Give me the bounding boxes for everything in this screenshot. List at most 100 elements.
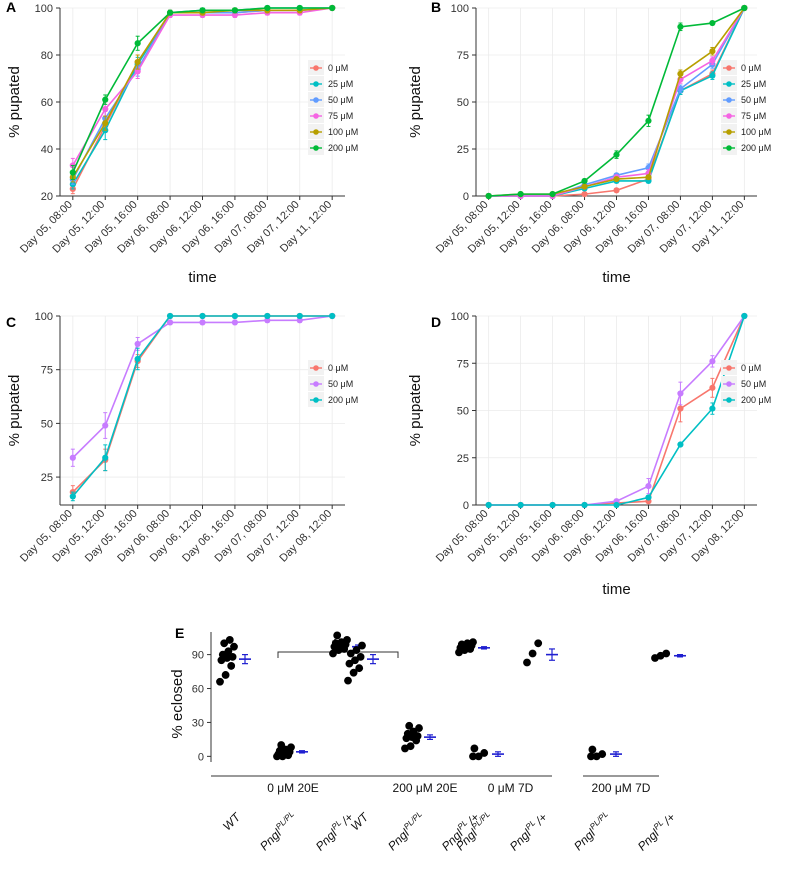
x-axis-title: time [188,269,216,286]
data-point [709,72,716,79]
data-point [534,639,543,648]
legend-key-point [313,129,319,135]
data-point [134,340,141,348]
data-point [216,677,224,686]
group-3: PnglPL/PL PnglPL/+ 200 μM 7D [570,649,686,854]
genotype-0: WT [344,641,379,833]
legend-key-point [313,397,319,403]
legend-label: 200 μM [328,395,358,405]
y-axis-title: % pupated [6,66,23,138]
genotype-0: PnglPL/PL [453,744,504,853]
data-point [662,649,671,658]
genotype-1: PnglPL/PL [257,741,308,853]
data-point [352,646,361,654]
data-point [225,636,234,644]
panel-letter: B [431,0,441,15]
data-point [517,501,524,509]
legend-label: 200 μM [328,143,358,153]
data-point [588,745,597,754]
data-point [69,169,76,176]
genotype-label: PnglPL/+ [312,810,356,854]
legend-key-point [726,81,732,87]
data-point [613,187,620,194]
data-point [677,441,684,448]
legend-label: 25 μM [741,79,766,89]
legend-label: 200 μM [741,143,771,153]
data-point [613,175,620,183]
data-point [741,312,748,320]
y-tick-label: 25 [41,472,53,484]
data-point [102,120,109,127]
legend-key-point [726,113,732,119]
data-point [709,358,716,365]
data-point [228,652,237,661]
data-point [358,641,366,650]
data-point [581,191,588,198]
data-point [230,642,238,651]
data-point [102,454,109,461]
data-point [485,192,492,200]
legend-label: 50 μM [328,379,353,389]
data-point [677,405,684,412]
legend: 0 μM 25 μM 50 μM 75 μM 100 μM 200 μM [308,60,358,155]
y-tick-label: 100 [35,311,53,323]
data-point [199,319,206,326]
data-point [224,647,233,656]
legend-key-point [726,365,732,371]
legend-label: 50 μM [741,379,766,389]
data-point [227,662,236,670]
series-2 [485,312,748,509]
y-tick-label: 50 [457,97,469,109]
data-point [469,638,477,647]
legend-key-point [313,65,319,71]
genotype-0: WT [216,636,251,833]
data-point [287,743,295,752]
data-point [296,317,303,324]
group-label: 0 μM 20E [267,781,319,795]
y-tick-label: 40 [41,144,53,156]
data-point [415,724,423,732]
legend-label: 25 μM [328,79,353,89]
genotype-label: PnglPL/+ [634,810,678,854]
data-point [645,117,652,124]
data-point [405,721,414,730]
data-point [329,649,337,658]
data-point [409,727,418,736]
legend-label: 0 μM [328,63,348,73]
series-5 [69,4,336,181]
legend-key-point [313,365,319,371]
data-point [102,422,109,429]
panel-letter: E [175,625,184,641]
data-point [102,105,109,113]
data-point [134,58,141,66]
y-tick-label: 60 [192,684,204,696]
data-point [549,191,556,198]
genotype-name: WT [220,809,244,833]
y-tick-label: 100 [451,3,469,15]
series-2 [69,312,336,502]
legend-label: 75 μM [741,111,766,121]
data-point [166,9,174,16]
y-tick-label: 20 [41,191,53,203]
genotype-label: PnglPL/+ [506,810,550,854]
data-point [296,4,303,12]
genotype-allele: PL/PL [588,810,610,832]
legend-key-point [726,381,732,387]
data-point [69,454,76,461]
y-tick-label: 75 [457,50,469,62]
panel-letter: D [431,314,441,330]
genotype-label: PnglPL/PL [570,810,614,854]
legend: 0 μM 25 μM 50 μM 75 μM 100 μM 200 μM [721,60,771,155]
data-point [329,4,336,12]
data-point [677,23,684,30]
data-point [264,4,271,12]
y-tick-label: 80 [41,50,53,62]
data-point [69,493,76,500]
data-point [523,658,531,667]
legend-key-point [726,397,732,403]
group-label: 200 μM 20E [393,781,458,795]
data-point [346,649,355,658]
